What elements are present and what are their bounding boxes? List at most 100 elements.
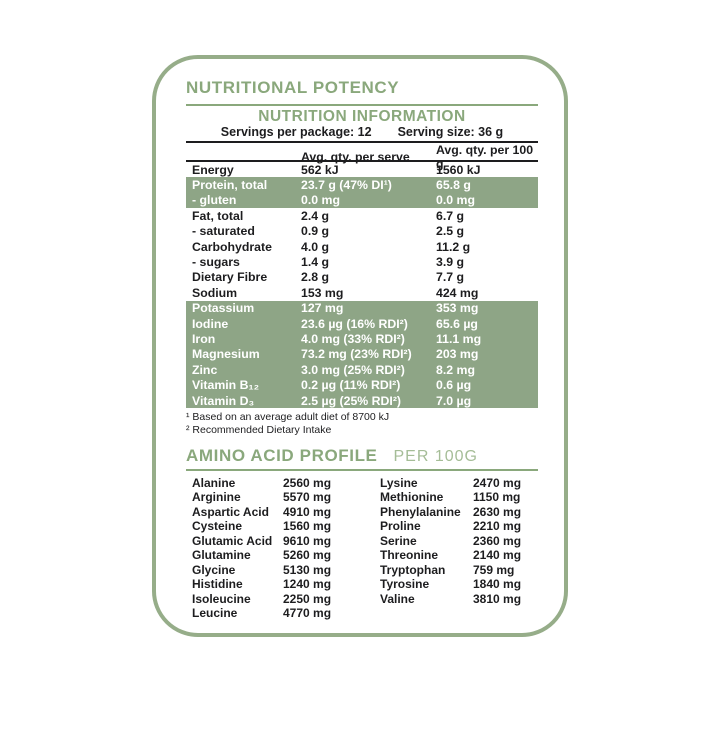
nutrient-per-serve-value: 2.8 g: [301, 270, 330, 285]
servings-line: Servings per package: 12 Serving size: 3…: [186, 125, 538, 139]
nutrient-label: Potassium: [192, 301, 255, 316]
nutrient-per-serve-value: 0.0 mg: [301, 193, 340, 208]
nutrition-table-row: - saturated 0.9 g 2.5 g: [186, 224, 538, 239]
nutrient-per-100g-value: 8.2 mg: [436, 362, 475, 377]
nutrient-label: Protein, total: [192, 178, 268, 193]
nutrient-label: Sodium: [192, 285, 238, 300]
amino-acid-profile-subtitle: PER 100G: [393, 448, 478, 466]
amino-acid-row: Alanine 2560 mg: [192, 475, 360, 490]
nutrient-per-serve-value: 127 mg: [301, 301, 344, 316]
nutrition-table-header: Avg. qty. per serve Avg. qty. per 100 g: [186, 143, 538, 171]
nutrient-label: Carbohydrate: [192, 239, 272, 254]
nutrition-table-row: Vitamin B₁₂ 0.2 µg (11% RDI²) 0.6 µg: [186, 377, 538, 393]
nutrient-per-serve-value: 23.6 µg (16% RDI²): [301, 316, 408, 331]
nutrition-table-row: Iron 4.0 mg (33% RDI²) 11.1 mg: [186, 331, 538, 347]
nutrient-per-100g-value: 1560 kJ: [436, 162, 481, 177]
amino-acid-row: Glutamic Acid 9610 mg: [192, 533, 360, 548]
amino-acid-name: Glutamine: [192, 548, 251, 562]
nutrition-table-row: Carbohydrate 4.0 g 11.2 g: [186, 239, 538, 254]
nutrition-table-row: Dietary Fibre 2.8 g 7.7 g: [186, 270, 538, 285]
amino-acid-value: 4770 mg: [283, 606, 332, 620]
nutrient-per-100g-value: 11.1 mg: [436, 331, 482, 346]
amino-acid-name: Tyrosine: [380, 577, 430, 591]
amino-acid-name: Phenylalanine: [380, 504, 461, 519]
nutrient-per-100g-value: 6.7 g: [436, 208, 465, 223]
amino-acid-row: Glycine 5130 mg: [192, 562, 360, 577]
amino-acid-name: Isoleucine: [192, 591, 251, 606]
amino-acid-value: 2140 mg: [473, 548, 522, 562]
nutrient-per-serve-value: 4.0 mg (33% RDI²): [301, 331, 405, 346]
amino-acid-profile-title: AMINO ACID PROFILE: [186, 446, 378, 466]
nutrient-label: - sugars: [192, 255, 240, 270]
amino-acid-name: Tryptophan: [380, 562, 446, 577]
amino-acid-row: Lysine 2470 mg: [380, 475, 538, 490]
nutrient-label: Fat, total: [192, 208, 244, 223]
nutrition-table-row: Vitamin D₃ 2.5 µg (25% RDI²) 7.0 µg: [186, 392, 538, 409]
nutrient-label: Iodine: [192, 316, 229, 331]
footnotes: ¹ Based on an average adult diet of 8700…: [186, 411, 538, 437]
amino-acid-row: Glutamine 5260 mg: [192, 548, 360, 563]
nutrition-table-row: Potassium 127 mg 353 mg: [186, 300, 538, 316]
nutrition-information-title: NUTRITION INFORMATION: [258, 108, 466, 125]
nutrition-table-body: Energy 562 kJ 1560 kJ Protein, total 23.…: [186, 162, 538, 409]
footnote: ¹ Based on an average adult diet of 8700…: [186, 411, 390, 424]
nutrition-table-row: Magnesium 73.2 mg (23% RDI²) 203 mg: [186, 346, 538, 363]
nutrient-per-100g-value: 7.7 g: [436, 270, 465, 285]
amino-acid-row: Valine 3810 mg: [380, 591, 538, 606]
amino-acid-value: 5260 mg: [283, 548, 332, 562]
nutrient-label: Zinc: [192, 362, 218, 377]
nutrient-label: Dietary Fibre: [192, 270, 268, 285]
divider-dark-1: [186, 141, 538, 143]
nutrient-per-serve-value: 4.0 g: [301, 239, 330, 254]
amino-acid-value: 4910 mg: [283, 504, 332, 519]
amino-acid-name: Valine: [380, 591, 415, 606]
amino-acid-value: 3810 mg: [473, 591, 522, 606]
amino-acid-row: Cysteine 1560 mg: [192, 519, 360, 534]
amino-acid-name: Cysteine: [192, 519, 243, 533]
nutrition-table-row: Energy 562 kJ 1560 kJ: [186, 162, 538, 177]
nutrient-per-100g-value: 11.2 g: [436, 239, 471, 254]
nutrient-per-100g-value: 0.0 mg: [436, 193, 475, 208]
nutrient-per-serve-value: 23.7 g (47% DI¹): [301, 178, 392, 193]
amino-acid-name: Alanine: [192, 475, 236, 490]
nutrient-per-100g-value: 3.9 g: [436, 255, 465, 270]
amino-acid-value: 5130 mg: [283, 562, 332, 577]
amino-acid-name: Aspartic Acid: [192, 504, 269, 519]
amino-acid-name: Histidine: [192, 577, 243, 591]
amino-acid-row: Histidine 1240 mg: [192, 577, 360, 592]
amino-acid-name: Serine: [380, 533, 417, 548]
amino-acid-name: Methionine: [380, 490, 444, 504]
nutrient-per-100g-value: 424 mg: [436, 285, 479, 300]
amino-acid-name: Lysine: [380, 475, 418, 490]
amino-acid-value: 2210 mg: [473, 519, 522, 533]
amino-acid-row: Tryptophan 759 mg: [380, 562, 538, 577]
nutrient-label: Iron: [192, 331, 216, 346]
panel-title: NUTRITIONAL POTENCY: [186, 78, 400, 97]
amino-acid-value: 2360 mg: [473, 533, 522, 548]
divider-green-top: [186, 104, 538, 106]
amino-acid-row: Leucine 4770 mg: [192, 606, 360, 621]
amino-acid-column-left: Alanine 2560 mg Arginine 5570 mg Asparti…: [192, 475, 360, 621]
amino-acid-row: Serine 2360 mg: [380, 533, 538, 548]
amino-acid-value: 2630 mg: [473, 504, 522, 519]
serving-size: Serving size: 36 g: [397, 125, 504, 139]
amino-acid-name: Arginine: [192, 490, 241, 504]
nutrient-per-100g-value: 353 mg: [436, 301, 479, 316]
amino-acid-name: Glutamic Acid: [192, 533, 273, 548]
nutrient-per-100g-value: 203 mg: [436, 347, 479, 362]
nutrient-per-100g-value: 0.6 µg: [436, 378, 472, 393]
nutrient-per-serve-value: 2.4 g: [301, 208, 330, 223]
nutrient-per-serve-value: 0.2 µg (11% RDI²): [301, 378, 401, 393]
amino-acid-name: Proline: [380, 519, 421, 533]
amino-acid-name: Glycine: [192, 562, 236, 577]
amino-acid-value: 9610 mg: [283, 533, 332, 548]
footnote: ² Recommended Dietary Intake: [186, 424, 332, 437]
amino-acid-name: Threonine: [380, 548, 439, 562]
divider-green-amino: [186, 469, 538, 472]
nutrient-label: Energy: [192, 162, 234, 177]
amino-acid-profile-header: AMINO ACID PROFILE PER 100G: [186, 447, 538, 466]
amino-acid-row: Proline 2210 mg: [380, 519, 538, 534]
amino-acid-row: Isoleucine 2250 mg: [192, 591, 360, 606]
amino-acid-row: Tyrosine 1840 mg: [380, 577, 538, 592]
divider-dark-2: [186, 160, 538, 162]
